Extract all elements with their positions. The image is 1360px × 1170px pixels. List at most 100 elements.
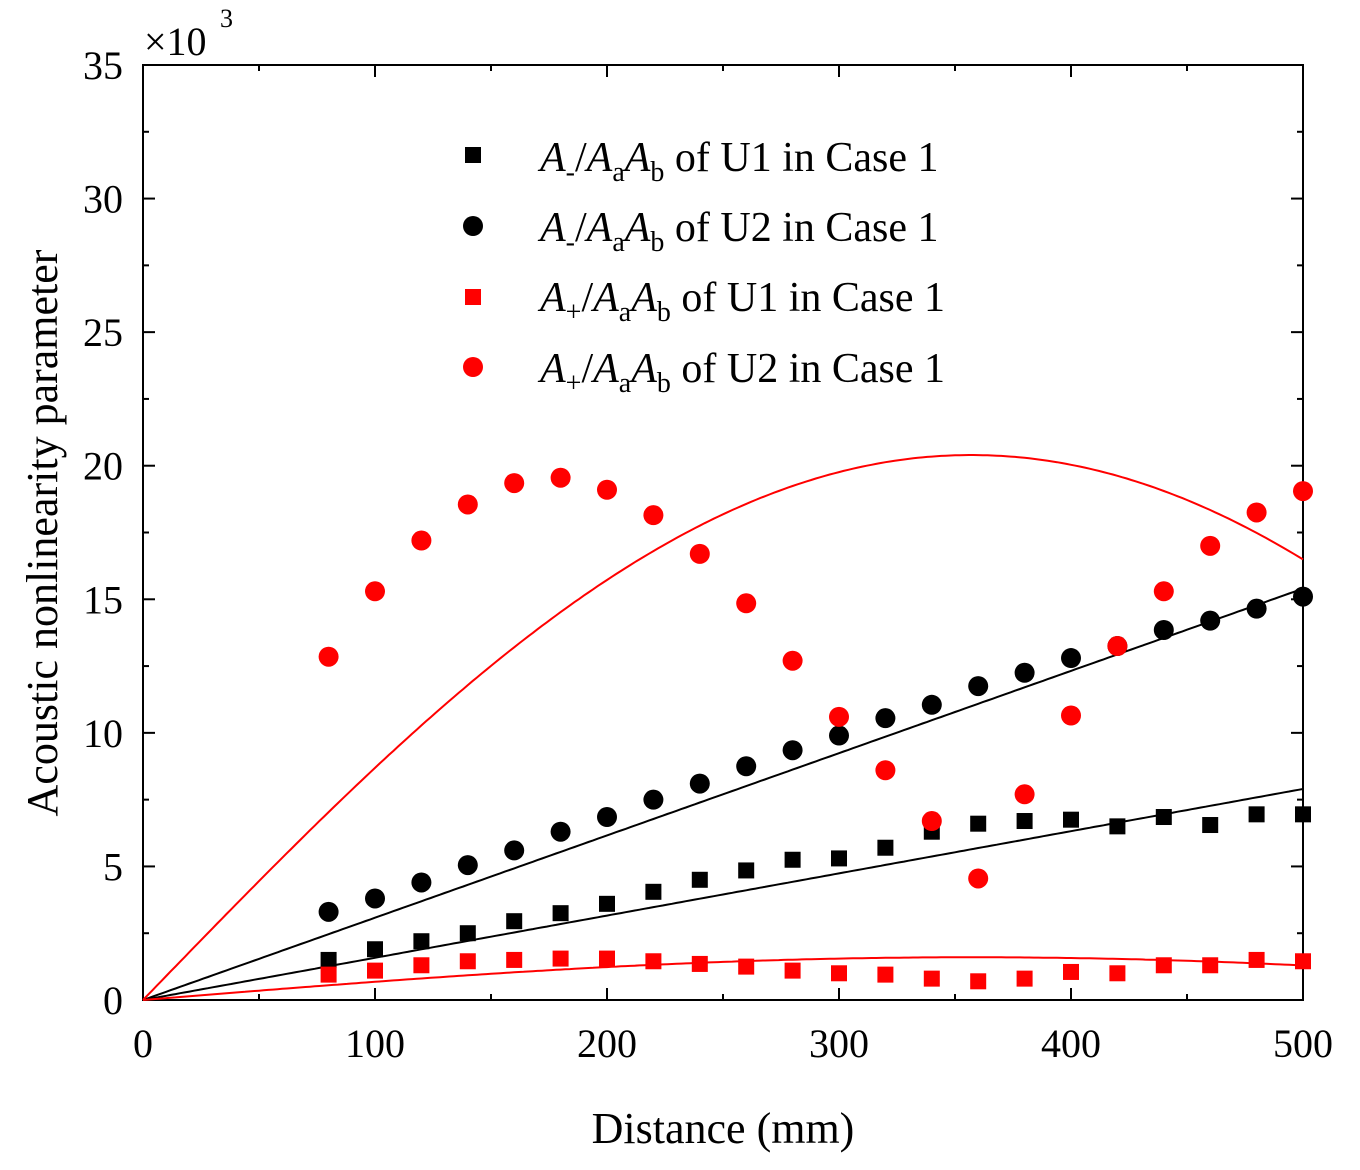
series-1-circle-point [782,740,803,761]
legend-label: A+/AaAb of U1 in Case 1 [537,275,945,328]
legend-subscript: a [619,297,632,328]
series-3-circle-point [504,473,525,494]
y-tick-label: 5 [103,844,123,889]
legend-slash: / [581,346,593,392]
series-2-square-point [738,958,755,975]
series-2-square-point [784,962,801,979]
series-0-square-point [367,941,383,958]
legend-rest: of U2 in Case 1 [671,346,945,392]
series-3-circle-point [318,646,339,667]
series-0-square-point [645,883,662,900]
series-3-circle-point [643,505,664,526]
series-2-square-point [599,950,615,967]
series-0-square-point [320,951,337,968]
series-0-square-point [1155,809,1172,826]
series-1-circle-point [457,855,478,876]
series-0-square-point [1109,818,1126,835]
series-1-circle-point [1014,662,1035,683]
series-0-square-point [1248,806,1265,823]
series-2-square-point [1063,963,1079,980]
legend-marker-square-red [465,289,481,305]
series-3-circle-point [689,543,710,564]
series-3-circle-point [1153,581,1174,602]
series-2-square-point [691,955,708,972]
legend-subscript: a [612,227,625,258]
series-1-circle-point [1293,586,1313,607]
legend-subscript: - [566,157,575,188]
series-2-square-point [1248,951,1265,968]
series-0-square-point [691,871,708,888]
series-1-circle-point [829,725,849,746]
legend-subscript: a [612,157,625,188]
series-0-square-point [738,862,755,879]
series-2-square-point [552,950,569,967]
series-2-square-point [413,957,430,974]
y-tick-label: 0 [103,978,123,1023]
series-2-square-point [459,953,476,970]
y-tick-label: 25 [83,310,123,355]
y-tick-label: 15 [83,577,123,622]
series-3-circle-point [597,479,617,500]
legend-entry-u2-plus: A+/AaAb of U2 in Case 1 [463,346,945,399]
series-1-circle-point [550,821,571,842]
legend-label: A-/AaAb of U1 in Case 1 [537,135,939,188]
series-1-circle-point [411,872,432,893]
series-1-circle-point [365,888,385,909]
series-0-square-point [459,925,476,942]
series-0-square-point [599,895,615,912]
legend-subscript: b [650,227,664,258]
series-1-circle-point [921,694,942,715]
series-3-circle-point [1246,502,1267,523]
y-tick-label: 30 [83,177,123,222]
legend-a-symbol: A [590,346,619,392]
series-0-square-point [831,850,847,867]
x-tick-label: 300 [809,1021,869,1066]
y-scale-exponent: 3 [220,4,233,33]
y-scale-label: ×10 3 [144,4,233,64]
legend-slash: / [575,205,587,251]
series-0-square-point [552,905,569,922]
legend-marker-circle-red [463,357,483,377]
series-3-circle-point [1200,535,1221,556]
series-2-square-point [1202,957,1219,974]
x-axis-title: Distance (mm) [592,1104,855,1153]
legend-entry-u1-minus: A-/AaAb of U1 in Case 1 [465,135,939,188]
y-tick-label: 20 [83,444,123,489]
series-0-square-point [506,913,523,930]
legend-rest: of U2 in Case 1 [664,205,938,251]
series-0-square-point [877,839,894,856]
legend-a-symbol: A [622,135,651,181]
series-2-square-point [645,953,662,970]
series-2-square-point [1155,957,1172,974]
series-1-circle-point [875,708,896,729]
series-2-square-point [506,951,523,968]
series-0-square-point [1295,806,1311,823]
series-0-square-point [970,815,987,832]
series-3-circle-point [550,467,571,488]
series-0-square-point [1016,813,1033,830]
legend-slash: / [575,135,587,181]
series-2-square-point [831,965,847,982]
series-3-circle-point [921,811,942,832]
series-3-circle-point [411,530,432,551]
x-tick-label: 200 [577,1021,637,1066]
y-axis-title: Acoustic nonlinearity parameter [18,249,67,816]
legend-a-symbol: A [537,205,566,251]
x-tick-label: 100 [345,1021,405,1066]
legend-label: A-/AaAb of U2 in Case 1 [537,205,939,258]
series-1-circle-point [504,840,525,861]
series-2-square-point [1016,970,1033,987]
series-1-circle-point [968,676,989,697]
legend-a-symbol: A [628,346,657,392]
legend-subscript: b [657,368,671,399]
legend-subscript: + [566,368,582,399]
series-3-circle-point [782,650,803,671]
series-3-circle-point [829,706,849,727]
series-0-square-point [1202,817,1219,834]
series-2-square-point [923,970,940,987]
series-2-square-point [970,973,987,990]
series-1-circle-point [1153,620,1174,641]
series-3-circle-point [875,760,896,781]
legend-rest: of U1 in Case 1 [671,275,945,321]
